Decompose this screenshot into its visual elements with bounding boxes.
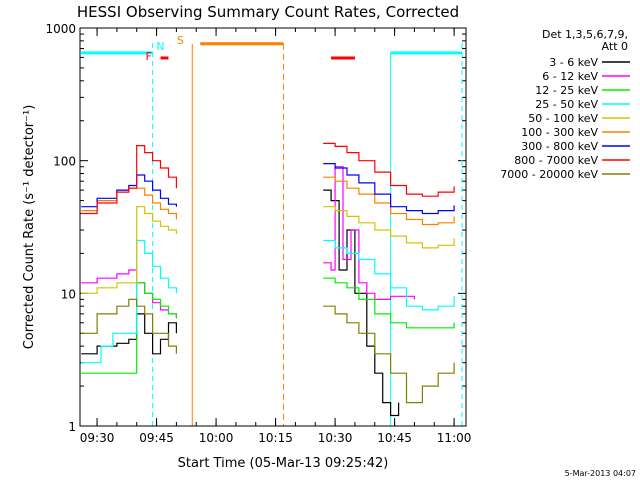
axis-ticks: 09:30 09:45 10:00 10:15 10:30 10:45 11:00 1 10 10… (45, 22, 471, 445)
y-tick-label: 1 (68, 420, 76, 434)
legend-label: 6 - 12 keV (542, 70, 598, 83)
series-line-2 (323, 277, 455, 329)
legend-label: 12 - 25 keV (535, 84, 598, 97)
flag-letter-f: F (145, 50, 151, 63)
x-tick-label: 09:30 (80, 431, 115, 445)
y-tick-label: 100 (53, 155, 76, 169)
series-line-4 (81, 206, 177, 294)
legend-label: 50 - 100 keV (528, 112, 598, 125)
legend-label: 300 - 800 keV (521, 140, 598, 153)
series-line-8 (81, 298, 177, 354)
timestamp: 5-Mar-2013 04:07 (565, 469, 636, 478)
series-line-8 (323, 305, 455, 404)
series-line-5 (81, 187, 177, 220)
flag-letter-s: S (177, 34, 184, 47)
legend-label: 800 - 7000 keV (514, 154, 598, 167)
x-tick-label: 10:30 (318, 431, 353, 445)
y-axis-label: Corrected Count Rate (s⁻¹ detector⁻¹) (22, 105, 37, 350)
y-tick-label: 1000 (45, 22, 76, 36)
series-line-3 (81, 239, 177, 364)
legend-label: 7000 - 20000 keV (500, 168, 598, 181)
flag-letter-n: N (156, 40, 164, 53)
legend-label: 100 - 300 keV (521, 126, 598, 139)
x-tick-label: 09:45 (139, 431, 174, 445)
series-line-1 (323, 166, 415, 300)
series-line-2 (81, 282, 177, 374)
x-axis-label: Start Time (05-Mar-13 09:25:42) (178, 456, 389, 471)
x-tick-label: 10:45 (377, 431, 412, 445)
x-tick-label: 10:00 (199, 431, 234, 445)
legend-label: 25 - 50 keV (535, 98, 598, 111)
y-tick-label: 10 (61, 287, 76, 301)
series-line-3 (323, 239, 455, 311)
legend-header-line-2: Att 0 (602, 40, 628, 53)
series-line-7 (323, 142, 455, 197)
x-tick-label: 11:00 (437, 431, 472, 445)
legend-label: 3 - 6 keV (549, 56, 598, 69)
chart-title: HESSI Observing Summary Count Rates, Cor… (77, 3, 459, 21)
series-line-7 (81, 145, 177, 215)
data-marks: FN S (81, 34, 463, 426)
plot-frame (79, 27, 467, 427)
x-tick-label: 10:15 (258, 431, 293, 445)
series-line-6 (323, 163, 455, 215)
legend-header-line-1: Det 1,3,5,6,7,9, (542, 28, 628, 41)
series-line-1 (81, 269, 177, 319)
series-line-4 (323, 206, 455, 249)
